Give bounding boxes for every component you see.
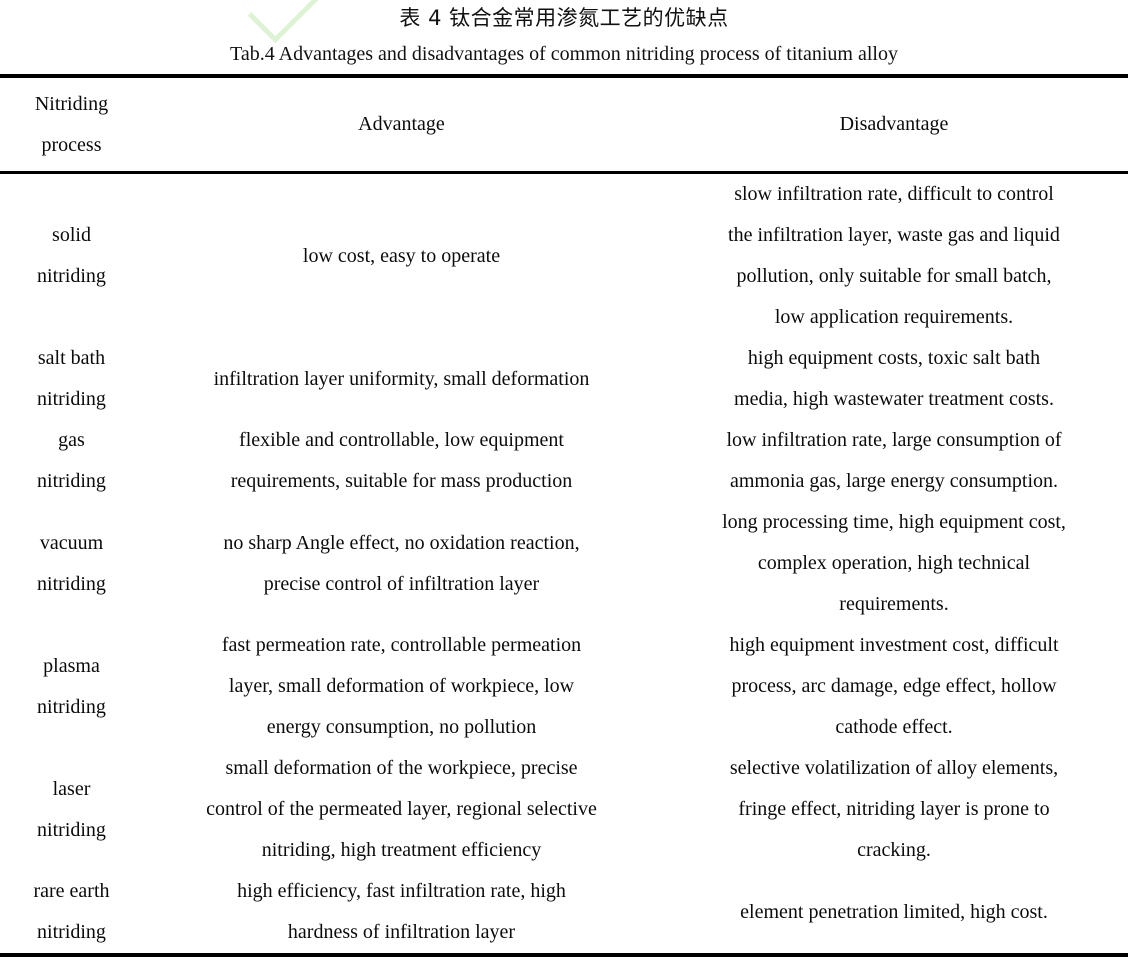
- cell-advantage-line: fast permeation rate, controllable perme…: [221, 634, 582, 656]
- cell-advantage: infiltration layer uniformity, small def…: [143, 338, 660, 420]
- cell-nitriding-process: solid nitriding: [0, 173, 143, 339]
- cell-nitriding-process-line: nitriding: [37, 388, 106, 410]
- column-header-disadvantage: Disadvantage: [839, 113, 949, 135]
- cell-disadvantage-line: process, arc damage, edge effect, hollow: [731, 675, 1057, 697]
- cell-disadvantage: long processing time, high equipment cos…: [660, 502, 1128, 625]
- table-row: rare earth nitriding high efficiency, fast…: [0, 871, 1128, 955]
- cell-disadvantage-line: element penetration limited, high cost.: [740, 900, 1048, 923]
- cell-nitriding-process-line: rare earth: [33, 880, 110, 902]
- cell-disadvantage-line: the infiltration layer, waste gas and li…: [728, 224, 1060, 246]
- cell-disadvantage: high equipment costs, toxic salt bath med…: [660, 338, 1128, 420]
- table-body: solid nitriding low cost, easy to operate s…: [0, 173, 1128, 956]
- cell-disadvantage-line: media, high wastewater treatment costs.: [734, 388, 1054, 410]
- cell-nitriding-process-line: nitriding: [37, 572, 106, 595]
- cell-nitriding-process-line: laser: [52, 777, 91, 800]
- table-title-english: Tab.4 Advantages and disadvantages of co…: [230, 43, 898, 65]
- cell-nitriding-process: gas nitriding: [0, 420, 143, 502]
- cell-nitriding-process: rare earth nitriding: [0, 871, 143, 955]
- cell-nitriding-process-line: vacuum: [39, 531, 104, 554]
- cell-disadvantage: selective volatilization of alloy elemen…: [660, 748, 1128, 871]
- cell-disadvantage-line: pollution, only suitable for small batch…: [736, 265, 1052, 287]
- cell-nitriding-process-line: nitriding: [37, 265, 106, 287]
- cell-disadvantage-line: selective volatilization of alloy elemen…: [729, 757, 1059, 779]
- cell-advantage-line: layer, small deformation of workpiece, l…: [228, 675, 575, 697]
- cell-nitriding-process: vacuum nitriding: [0, 502, 143, 625]
- cell-advantage-line: flexible and controllable, low equipment: [239, 429, 564, 451]
- cell-nitriding-process-line: gas: [58, 429, 85, 451]
- cell-disadvantage-line: cathode effect.: [835, 716, 953, 738]
- cell-disadvantage-line: fringe effect, nitriding layer is prone …: [738, 798, 1050, 820]
- cell-nitriding-process-line: nitriding: [37, 818, 106, 841]
- column-header-advantage: Advantage: [358, 113, 445, 135]
- table-row: salt bath nitriding infiltration layer uni…: [0, 338, 1128, 420]
- cell-disadvantage-line: slow infiltration rate, difficult to con…: [734, 183, 1054, 205]
- cell-disadvantage-line: high equipment costs, toxic salt bath: [747, 347, 1041, 369]
- cell-disadvantage-line: cracking.: [857, 839, 931, 861]
- cell-advantage: low cost, easy to operate: [143, 173, 660, 339]
- cell-nitriding-process: laser nitriding: [0, 748, 143, 871]
- table-header-row: Nitriding process Advantage Disadvantage: [0, 76, 1128, 173]
- cell-advantage-line: precise control of infiltration layer: [263, 572, 540, 595]
- cell-advantage: fast permeation rate, controllable perme…: [143, 625, 660, 748]
- cell-disadvantage-line: complex operation, high technical: [757, 552, 1031, 574]
- table-header: Nitriding process Advantage Disadvantage: [0, 76, 1128, 173]
- cell-nitriding-process-line: solid: [52, 224, 91, 246]
- cell-disadvantage-line: ammonia gas, large energy consumption.: [729, 470, 1059, 492]
- cell-disadvantage-line: high equipment investment cost, difficul…: [729, 634, 1059, 656]
- cell-advantage: flexible and controllable, low equipment…: [143, 420, 660, 502]
- table-row: vacuum nitriding no sharp Angle effect, no…: [0, 502, 1128, 625]
- cell-advantage-line: high efficiency, fast infiltration rate,…: [237, 880, 566, 902]
- cell-disadvantage-line: long processing time, high equipment cos…: [722, 511, 1066, 533]
- cell-disadvantage-line: requirements.: [839, 593, 949, 615]
- table-row: gas nitriding flexible and controllable, l…: [0, 420, 1128, 502]
- cell-advantage-line: hardness of infiltration layer: [287, 921, 516, 943]
- cell-disadvantage-line: low application requirements.: [774, 306, 1014, 328]
- table-row: laser nitriding small deformation of the w…: [0, 748, 1128, 871]
- cell-advantage-line: no sharp Angle effect, no oxidation reac…: [223, 531, 580, 554]
- table-row: solid nitriding low cost, easy to operate s…: [0, 173, 1128, 339]
- cell-advantage-line: energy consumption, no pollution: [266, 716, 537, 738]
- cell-advantage-line: infiltration layer uniformity, small def…: [213, 367, 590, 390]
- cell-nitriding-process-line: salt bath: [37, 347, 106, 369]
- cell-advantage-line: low cost, easy to operate: [302, 244, 501, 267]
- column-header-nitriding-process: Nitriding process: [0, 76, 143, 173]
- cell-advantage-line: control of the permeated layer, regional…: [206, 798, 597, 820]
- table-title-chinese: 表 4 钛合金常用渗氮工艺的优缺点: [399, 6, 729, 30]
- cell-nitriding-process: salt bath nitriding: [0, 338, 143, 420]
- cell-disadvantage: slow infiltration rate, difficult to con…: [660, 173, 1128, 339]
- cell-advantage: no sharp Angle effect, no oxidation reac…: [143, 502, 660, 625]
- cell-nitriding-process: plasma nitriding: [0, 625, 143, 748]
- cell-disadvantage: low infiltration rate, large consumption…: [660, 420, 1128, 502]
- cell-advantage: high efficiency, fast infiltration rate,…: [143, 871, 660, 955]
- cell-disadvantage: element penetration limited, high cost.: [660, 871, 1128, 955]
- column-header-nitriding-process-line1: Nitriding: [34, 92, 109, 115]
- cell-nitriding-process-line: nitriding: [37, 921, 106, 943]
- cell-nitriding-process-line: plasma: [43, 654, 100, 677]
- cell-disadvantage-line: low infiltration rate, large consumption…: [726, 429, 1062, 451]
- cell-advantage: small deformation of the workpiece, prec…: [143, 748, 660, 871]
- cell-advantage-line: small deformation of the workpiece, prec…: [225, 757, 578, 779]
- cell-advantage-line: requirements, suitable for mass producti…: [230, 470, 573, 492]
- nitriding-process-comparison-table: Nitriding process Advantage Disadvantage…: [0, 74, 1128, 957]
- cell-nitriding-process-line: nitriding: [37, 470, 106, 492]
- cell-advantage-line: nitriding, high treatment efficiency: [261, 839, 542, 861]
- cell-nitriding-process-line: nitriding: [37, 695, 106, 718]
- cell-disadvantage: high equipment investment cost, difficul…: [660, 625, 1128, 748]
- column-header-nitriding-process-line2: process: [41, 133, 102, 156]
- table-row: plasma nitriding fast permeation rate, con…: [0, 625, 1128, 748]
